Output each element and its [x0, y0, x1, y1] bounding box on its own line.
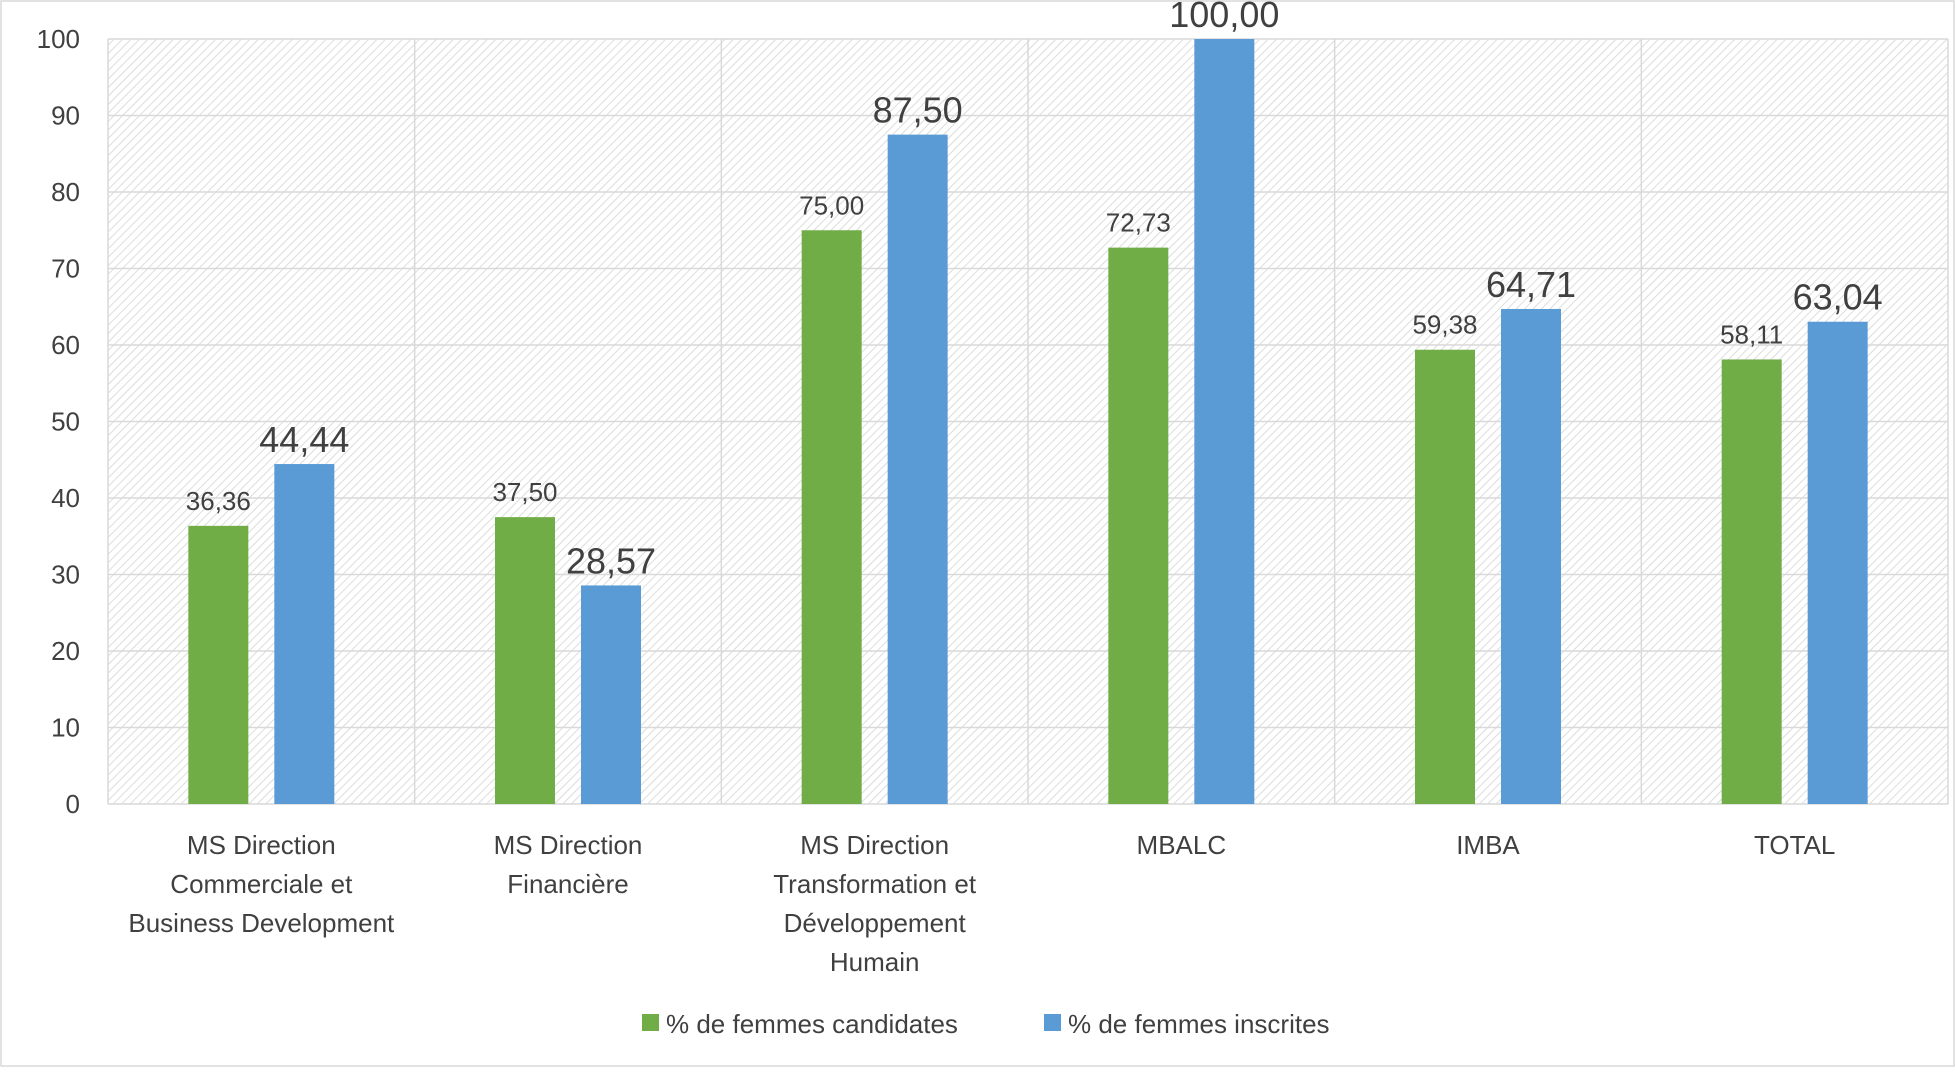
data-label: 87,50	[873, 90, 963, 131]
data-label: 36,36	[186, 486, 251, 516]
bar-candidates	[1415, 349, 1475, 804]
y-tick-label: 50	[51, 407, 80, 437]
data-label: 28,57	[566, 540, 656, 581]
y-tick-label: 100	[37, 24, 80, 54]
data-label: 72,73	[1106, 208, 1171, 238]
x-tick-label: TOTAL	[1754, 830, 1835, 860]
data-label: 75,00	[799, 190, 864, 220]
y-tick-label: 90	[51, 101, 80, 131]
y-tick-label: 80	[51, 177, 80, 207]
bar-candidates	[1108, 247, 1169, 805]
y-tick-label: 30	[51, 560, 80, 590]
legend-swatch	[642, 1014, 659, 1031]
y-tick-label: 60	[51, 330, 80, 360]
x-tick-label: MS Direction Financière	[494, 830, 643, 899]
data-labels: 36,36 37,50 75,00 72,73 59,38 58,11 44,44 28,57…	[186, 0, 1883, 581]
y-tick-label: 0	[66, 789, 80, 819]
legend-label: % de femmes candidates	[666, 1009, 958, 1039]
bar-inscrites	[887, 134, 948, 804]
x-tick-label: MBALC	[1137, 830, 1227, 860]
bar-inscrites	[274, 464, 335, 804]
y-tick-label: 70	[51, 254, 80, 284]
y-tick-label: 20	[51, 636, 80, 666]
bar-inscrites	[1194, 39, 1255, 804]
data-label: 59,38	[1412, 310, 1477, 340]
bar-inscrites	[581, 585, 641, 804]
data-label: 63,04	[1793, 277, 1883, 318]
x-tick-label: MS Direction Transformation et Développeme…	[773, 830, 977, 977]
legend-label: % de femmes inscrites	[1068, 1009, 1330, 1039]
data-label: 64,71	[1486, 264, 1576, 305]
legend: % de femmes candidates % de femmes inscri…	[642, 1009, 1330, 1039]
y-tick-label: 40	[51, 483, 80, 513]
bar-candidates	[1721, 359, 1782, 804]
data-label: 58,11	[1720, 319, 1783, 349]
bars	[188, 39, 1868, 805]
bar-inscrites	[1807, 321, 1868, 804]
y-tick-label: 10	[51, 713, 80, 743]
axes: 0 10 20 30 40 50 60 70 80 90 100 MS Direction Commer…	[37, 24, 1836, 977]
x-tick-label: IMBA	[1456, 830, 1520, 860]
data-label: 37,50	[492, 477, 557, 507]
data-label: 100,00	[1169, 0, 1279, 35]
x-tick-label: MS Direction Commerciale et Business Devel…	[128, 830, 395, 938]
bar-candidates	[495, 517, 555, 804]
bar-candidates	[188, 525, 249, 804]
bar-inscrites	[1501, 308, 1561, 804]
gridlines	[107, 38, 1949, 805]
legend-swatch	[1044, 1014, 1061, 1031]
data-label: 44,44	[259, 419, 349, 460]
bar-candidates	[801, 230, 862, 804]
